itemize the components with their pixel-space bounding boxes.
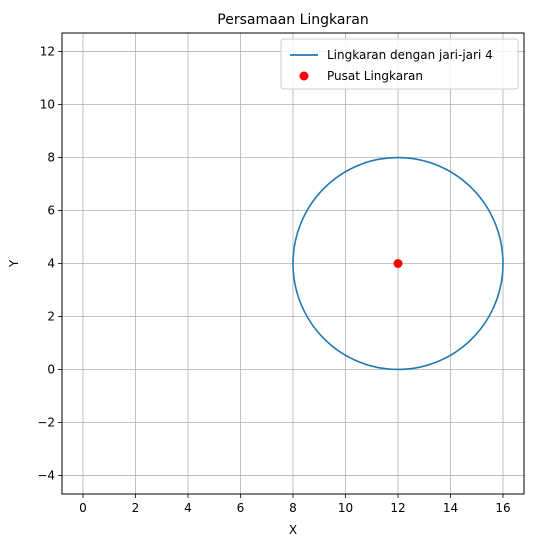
y-tick-label: 6 bbox=[47, 204, 55, 218]
y-tick-label: 12 bbox=[40, 45, 55, 59]
y-tick-label: 8 bbox=[47, 151, 55, 165]
x-tick-label: 0 bbox=[79, 501, 87, 515]
chart-title: Persamaan Lingkaran bbox=[217, 12, 368, 28]
y-tick-label: 4 bbox=[47, 257, 55, 271]
x-tick-label: 14 bbox=[443, 501, 458, 515]
x-axis-label: X bbox=[289, 523, 297, 537]
x-tick-label: 16 bbox=[495, 501, 510, 515]
legend: Lingkaran dengan jari-jari 4 Pusat Lingka… bbox=[281, 39, 518, 89]
y-tick-label: 0 bbox=[47, 362, 55, 376]
x-tick-label: 4 bbox=[184, 501, 192, 515]
x-tick-label: 8 bbox=[289, 501, 297, 515]
center-point bbox=[394, 259, 403, 268]
y-tick-label: −2 bbox=[37, 415, 55, 429]
x-tick-label: 10 bbox=[338, 501, 353, 515]
legend-marker-swatch bbox=[300, 72, 309, 81]
y-axis-label: Y bbox=[7, 259, 21, 268]
y-tick-label: 10 bbox=[40, 98, 55, 112]
legend-entry-label: Lingkaran dengan jari-jari 4 bbox=[327, 48, 493, 62]
legend-entry-label: Pusat Lingkaran bbox=[327, 69, 423, 83]
x-tick-label: 12 bbox=[390, 501, 405, 515]
y-tick-label: 2 bbox=[47, 309, 55, 323]
y-tick-label: −4 bbox=[37, 468, 55, 482]
x-tick-label: 6 bbox=[237, 501, 245, 515]
x-tick-label: 2 bbox=[132, 501, 140, 515]
